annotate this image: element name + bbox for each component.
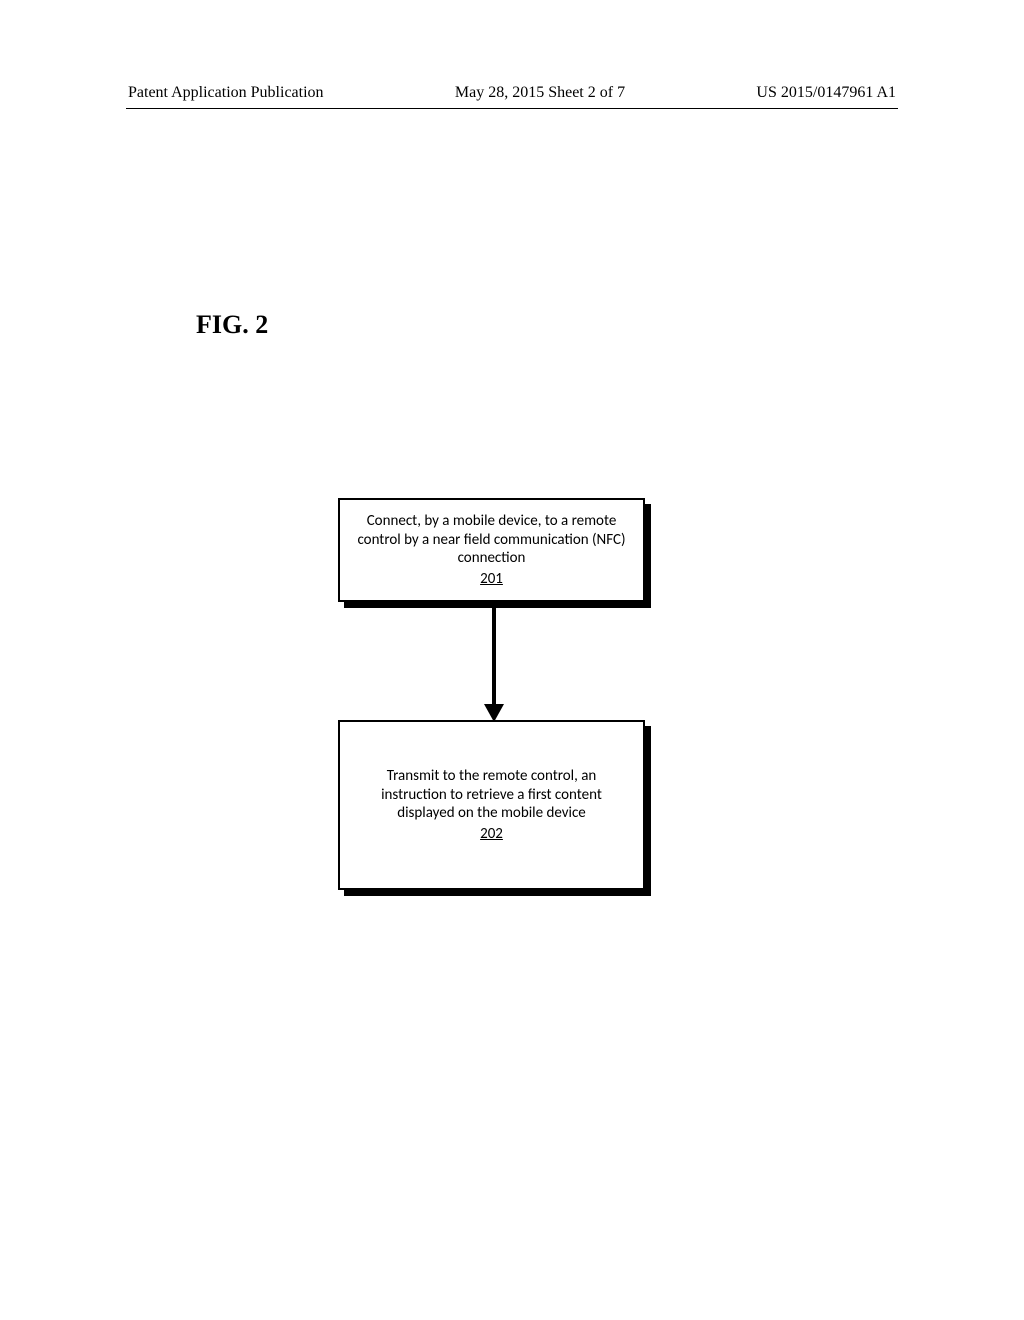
header-right: US 2015/0147961 A1	[756, 84, 896, 102]
flow-step-text: Connect, by a mobile device, to a remote…	[354, 512, 629, 568]
flow-step-ref: 202	[480, 825, 503, 843]
flow-box: Connect, by a mobile device, to a remote…	[338, 498, 645, 602]
arrow-shaft	[492, 608, 496, 708]
flow-box: Transmit to the remote control, an instr…	[338, 720, 645, 890]
flow-step-ref: 201	[480, 570, 503, 588]
header-center: May 28, 2015 Sheet 2 of 7	[455, 84, 625, 102]
flow-step-202: Transmit to the remote control, an instr…	[338, 720, 645, 890]
figure-label: FIG. 2	[196, 310, 268, 340]
flow-step-text: Transmit to the remote control, an instr…	[354, 767, 629, 823]
flow-step-201: Connect, by a mobile device, to a remote…	[338, 498, 645, 602]
page-header: Patent Application Publication May 28, 2…	[128, 84, 896, 102]
header-rule	[126, 108, 898, 109]
header-left: Patent Application Publication	[128, 84, 324, 102]
